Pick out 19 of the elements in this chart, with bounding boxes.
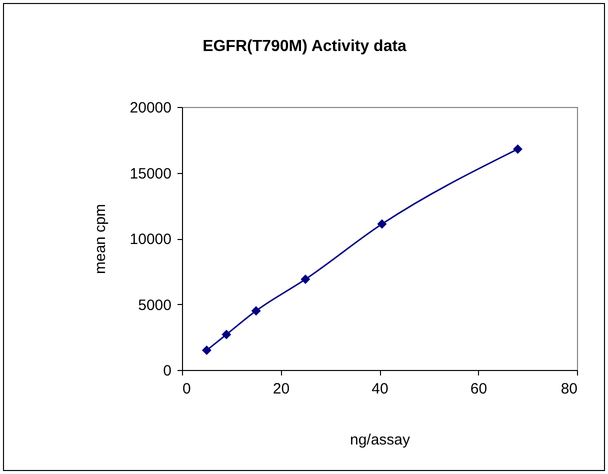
y-tick-label: 5000 <box>138 296 172 314</box>
y-tick-label: 15000 <box>130 165 172 182</box>
x-tick-label: 60 <box>470 380 488 398</box>
point <box>202 346 212 356</box>
chart-title: EGFR(T790M) Activity data <box>202 38 407 55</box>
point <box>251 306 261 316</box>
y-tick-label: 20000 <box>130 100 172 116</box>
y-tick-label: 0 <box>163 362 172 380</box>
point <box>513 144 522 154</box>
point <box>377 219 387 229</box>
x-axis-title: ng/assay <box>350 432 411 448</box>
point <box>222 330 232 340</box>
x-tick-label: 80 <box>560 380 578 398</box>
point <box>300 274 310 284</box>
y-tick-label: 10000 <box>130 231 172 248</box>
x-tick-label: 0 <box>182 380 191 398</box>
y-axis-title: mean cpm <box>92 204 109 274</box>
x-tick-label: 40 <box>372 380 388 398</box>
x-tick-label: 20 <box>272 380 290 398</box>
